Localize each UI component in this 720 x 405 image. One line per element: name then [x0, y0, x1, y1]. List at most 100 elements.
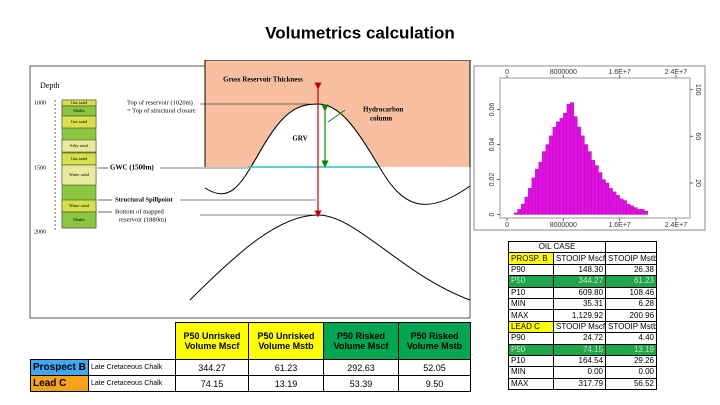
histogram-bar — [637, 209, 641, 215]
cell: 35.31 — [552, 297, 607, 311]
table-row: P90 24.72 4.40 — [508, 332, 658, 345]
histogram-bar — [640, 209, 645, 215]
column-header: STOOIP Mstb — [605, 252, 658, 265]
histogram-bar — [527, 188, 532, 215]
y-tick-label: 0.06 — [489, 103, 496, 117]
y2-tick-label: 20 — [694, 179, 701, 187]
layer-label: Gas sand — [71, 119, 88, 124]
section-header: LEAD C STOOIP Mscf STOOIP Mstb — [508, 320, 658, 334]
row-label: MAX — [508, 309, 554, 322]
x-tick-label: 2.4E+7 — [665, 222, 687, 229]
label: column — [370, 115, 392, 123]
title-cell: OIL CASE — [507, 240, 607, 254]
histogram-bar — [556, 121, 560, 215]
slide-title: Volumetrics calculation — [265, 23, 455, 42]
depth-label: Depth — [40, 81, 60, 90]
histogram-bar — [542, 151, 546, 215]
layer-label: Silty sand — [70, 143, 89, 148]
table-row: MIN 35.31 6.28 — [508, 297, 658, 311]
header-row: P50 Unrisked Volume Mscf P50 Unrisked Vol… — [31, 322, 471, 360]
histogram-bar — [513, 212, 518, 215]
histogram-bar — [552, 126, 557, 215]
histogram-bar — [566, 104, 571, 215]
label: Top of reservoir (1020m) — [127, 99, 193, 106]
histogram-bar — [570, 102, 575, 215]
row-label: P10 — [508, 354, 554, 368]
histogram-bar — [630, 205, 634, 215]
depth-tick: 1500 — [34, 165, 46, 171]
cell: Late Cretaceous Chalk — [88, 359, 176, 376]
histogram-bar — [591, 160, 596, 215]
label: Bottom of mapped — [115, 208, 164, 215]
histogram-frame — [499, 77, 691, 219]
header-cell: P50 Risked Volume Mscf — [323, 322, 399, 360]
cell: 13.19 — [605, 343, 658, 356]
x-tick-label: 2.4E+7 — [665, 69, 687, 76]
cell: 56.52 — [605, 377, 658, 391]
column-header: STOOIP Mstb — [605, 320, 658, 334]
histogram-bar — [563, 112, 568, 215]
cell: Late Cretaceous Chalk — [88, 375, 176, 392]
table-row: Lead C Late Cretaceous Chalk 74.15 13.19 53.… — [30, 375, 471, 392]
strata-column: Gas sand Shales Gas sand Silty sand Gas sand… — [61, 99, 97, 229]
header-cell: P50 Unrisked Volume Mscf — [175, 322, 249, 360]
layer-label: Shales — [73, 108, 85, 113]
table-row: MIN 0.00 0.00 — [508, 366, 658, 379]
table-row: Prospect B Late Cretaceous Chalk 344.27 61.… — [30, 359, 471, 376]
x-tick-label: 0 — [505, 69, 509, 76]
row-label: MIN — [508, 297, 554, 311]
depth-tick: 1000 — [34, 100, 46, 106]
section-header: PROSP. B STOOIP Mscf STOOIP Mstb — [508, 252, 658, 265]
cell: 74.15 — [552, 343, 607, 356]
header-cell: P50 Unrisked Volume Mstb — [248, 322, 324, 360]
cell — [89, 323, 176, 360]
label: Structural Spillpoint — [115, 196, 173, 203]
histogram-bar — [626, 203, 631, 215]
leader — [327, 109, 346, 123]
x-tick-label: 1.6E+7 — [608, 222, 630, 229]
label: Hydrocarbon — [363, 106, 403, 114]
table-row: P90 148.30 26.38 — [508, 263, 658, 277]
cell: 344.27 — [552, 275, 607, 288]
table-row: MAX 1,129.92 200.96 — [508, 309, 658, 322]
p50-table: P50 Unrisked Volume Mscf P50 Unrisked Vol… — [30, 322, 471, 392]
layer-label: Water sand — [69, 172, 90, 177]
histogram-bar — [524, 196, 529, 215]
layer-label: Gas sand — [71, 156, 88, 161]
depth-tick: 2000 — [34, 229, 46, 235]
y2-tick-label: 100 — [694, 84, 701, 96]
row-label: Prospect B — [30, 359, 89, 376]
histogram-bar — [608, 188, 613, 215]
cell: 148.30 — [552, 263, 607, 277]
histogram-bar — [538, 161, 543, 215]
x-tick-label: 0 — [505, 222, 509, 229]
cell: 61.23 — [248, 359, 324, 376]
grv-fill — [204, 60, 471, 167]
cell: 4.40 — [605, 332, 658, 345]
layer — [61, 115, 97, 129]
cell: 200.96 — [605, 309, 658, 322]
row-label: P50 — [508, 343, 554, 356]
cell: 26.38 — [605, 263, 658, 277]
cell: 53.39 — [323, 375, 399, 392]
histogram-bar — [573, 116, 578, 215]
column-header: STOOIP Mscf — [552, 320, 607, 334]
row-label: P90 — [508, 332, 554, 345]
layer-label: Gas sand — [71, 100, 88, 105]
histogram-bar — [594, 165, 599, 215]
title-row: OIL CASE — [507, 240, 658, 254]
cell: 13.19 — [248, 375, 324, 392]
label: = Top of structural closure — [127, 107, 196, 114]
row-label: P10 — [508, 286, 554, 299]
x-tick-label: 8000000 — [550, 69, 577, 76]
oil-case-table: OIL CASE PROSP. B STOOIP Mscf STOOIP Mstb P9… — [507, 240, 658, 391]
histogram-bar — [644, 210, 648, 215]
cell: 0.00 — [605, 366, 658, 379]
layer — [61, 139, 97, 153]
table-row: P50 74.15 13.19 — [508, 343, 658, 356]
label: Gross Reservoir Thickness — [223, 76, 303, 84]
cell — [31, 323, 89, 360]
row-label: MAX — [508, 377, 554, 391]
histogram-bar — [601, 179, 606, 215]
